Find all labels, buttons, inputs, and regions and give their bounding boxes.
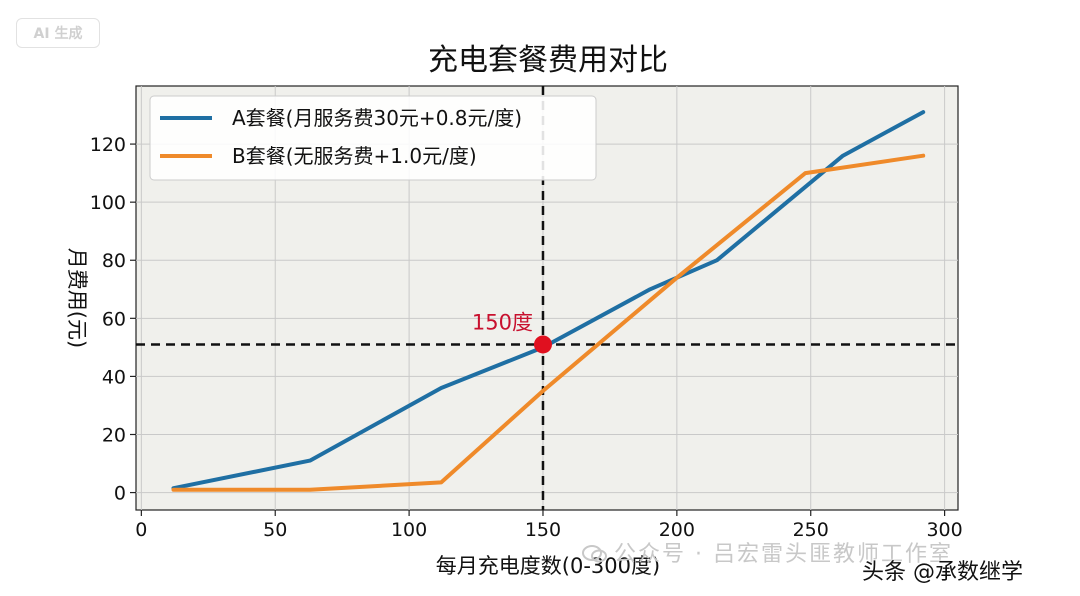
x-tick-label: 150 <box>525 519 561 541</box>
x-tick-label: 0 <box>135 519 147 541</box>
x-tick-label: 100 <box>391 519 427 541</box>
y-tick-label: 100 <box>90 192 126 214</box>
watermark: 公众号 · 吕宏雷头匪教师工作室 <box>582 536 953 568</box>
series-line-b <box>171 153 926 492</box>
legend: A套餐(月服务费30元+0.8元/度) B套餐(无服务费+1.0元/度) <box>149 95 597 181</box>
x-tick-label: 50 <box>263 519 287 541</box>
legend-box <box>149 95 597 181</box>
y-tick-label: 80 <box>102 250 126 272</box>
x-axis-label: 每月充电度数(0-300度) <box>436 554 660 578</box>
x-tick-label: 250 <box>793 519 829 541</box>
y-tick-label: 120 <box>90 134 126 156</box>
series-layer <box>171 110 926 492</box>
annotation: 150度 <box>472 310 552 354</box>
y-tick-label: 20 <box>102 424 126 446</box>
axis-ticks: 0 50 100 150 200 250 300 0 20 40 60 80 100 120 <box>90 134 963 541</box>
watermark-text: 公众号 · 吕宏雷头匪教师工作室 <box>614 542 953 567</box>
x-tick-label: 300 <box>926 519 962 541</box>
source-credit: 头条 @承数继学 <box>862 560 1023 585</box>
legend-label: A套餐(月服务费30元+0.8元/度) <box>232 106 522 130</box>
chart-title: 充电套餐费用对比 <box>428 43 668 78</box>
y-tick-label: 0 <box>114 483 126 505</box>
ai-generated-badge: AI 生成 <box>16 18 100 48</box>
legend-label: B套餐(无服务费+1.0元/度) <box>232 144 477 168</box>
series-line-a <box>171 110 926 491</box>
intersection-point <box>533 335 552 354</box>
x-tick-label: 200 <box>659 519 695 541</box>
annotation-label: 150度 <box>472 310 533 334</box>
y-axis-label: 月费用(元) <box>65 248 89 348</box>
y-tick-label: 60 <box>102 308 126 330</box>
y-tick-label: 40 <box>102 366 126 388</box>
wechat-icon <box>582 545 607 563</box>
